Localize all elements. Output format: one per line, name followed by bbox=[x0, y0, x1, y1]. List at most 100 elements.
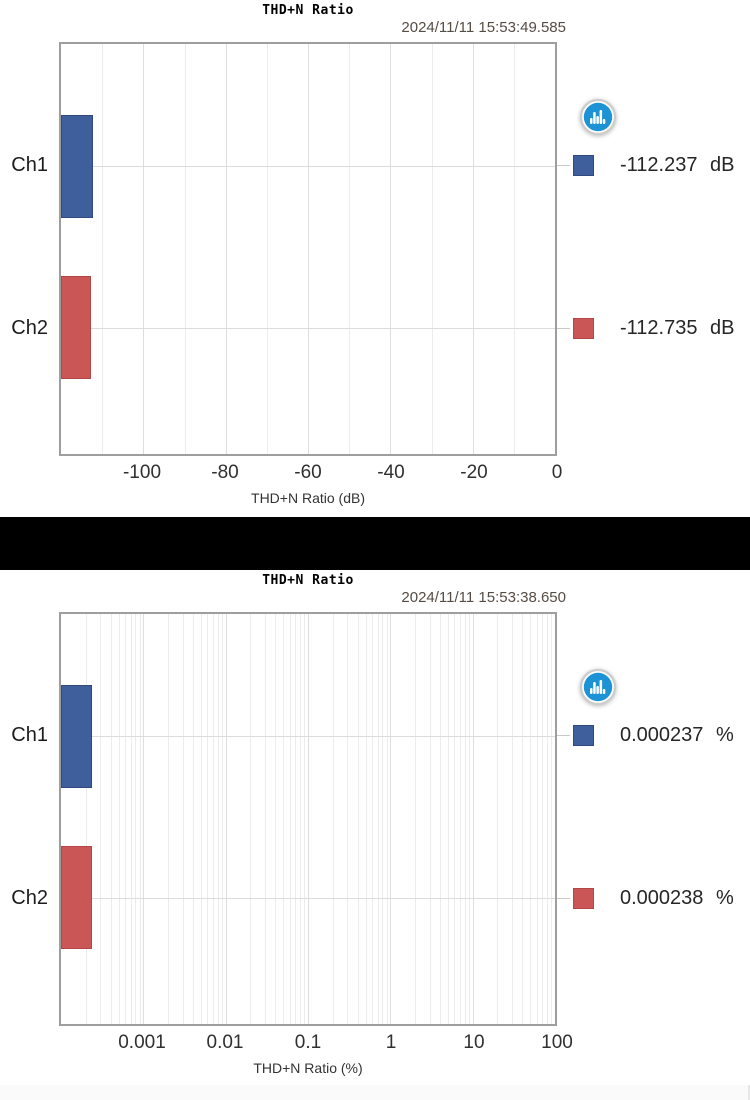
chart-panel-db: THD+N Ratio 2024/11/11 15:53:49.585 -100… bbox=[0, 0, 750, 517]
bar-ch1 bbox=[61, 114, 93, 218]
gridline bbox=[349, 44, 351, 454]
category-tick bbox=[557, 328, 570, 330]
gridline bbox=[135, 614, 137, 1024]
gridline bbox=[472, 614, 474, 1024]
gridline bbox=[459, 614, 461, 1024]
x-tick-label: 0.01 bbox=[206, 1032, 244, 1053]
category-gridline bbox=[61, 327, 555, 329]
gridline bbox=[130, 614, 132, 1024]
separator-band bbox=[0, 517, 750, 570]
gridline bbox=[431, 44, 433, 454]
gridline bbox=[308, 614, 309, 1024]
chart-panel-percent: THD+N Ratio 2024/11/11 15:53:38.650 0.00… bbox=[0, 570, 750, 1087]
analyzer-logo-icon bbox=[579, 98, 617, 136]
category-tick bbox=[557, 735, 570, 737]
x-tick-label: 1 bbox=[385, 1032, 397, 1053]
x-tick-label: -100 bbox=[122, 462, 162, 483]
gridline bbox=[377, 614, 379, 1024]
gridline bbox=[225, 614, 227, 1024]
gridline bbox=[332, 614, 334, 1024]
legend-swatch-ch2 bbox=[573, 318, 594, 340]
category-label-ch2: Ch2 bbox=[11, 317, 48, 340]
x-tick-label: 0.001 bbox=[118, 1032, 166, 1053]
gridline bbox=[542, 614, 544, 1024]
x-axis-ticks: -100 -80 -60 -40 -20 0 bbox=[59, 462, 562, 486]
x-axis-label: THD+N Ratio (dB) bbox=[251, 490, 365, 506]
gridline bbox=[447, 614, 449, 1024]
gridline bbox=[110, 614, 112, 1024]
x-tick-label: -60 bbox=[294, 462, 322, 483]
gridline bbox=[357, 614, 359, 1024]
legend-value-ch1: 0.000237 % bbox=[620, 724, 734, 747]
grid-layer bbox=[61, 614, 555, 1024]
gridline bbox=[221, 614, 223, 1024]
gridline bbox=[192, 614, 194, 1024]
gridline bbox=[275, 614, 277, 1024]
category-gridline bbox=[61, 166, 555, 168]
gridline bbox=[365, 614, 367, 1024]
gridline bbox=[464, 614, 466, 1024]
gridline bbox=[283, 614, 285, 1024]
x-tick-label: -40 bbox=[377, 462, 405, 483]
x-tick-label: -80 bbox=[211, 462, 239, 483]
gridline bbox=[382, 614, 384, 1024]
x-axis-label: THD+N Ratio (%) bbox=[253, 1060, 363, 1076]
gridline bbox=[295, 614, 297, 1024]
gridline bbox=[182, 614, 184, 1024]
x-axis-ticks: 0.001 0.01 0.1 1 10 100 bbox=[59, 1032, 573, 1056]
x-tick-label: 0 bbox=[551, 462, 563, 483]
x-tick-label: -20 bbox=[460, 462, 488, 483]
gridline bbox=[468, 614, 470, 1024]
bars-layer bbox=[61, 44, 555, 454]
legend-swatch-ch2 bbox=[573, 888, 594, 910]
chart-title: THD+N Ratio bbox=[262, 3, 354, 18]
bottom-strip bbox=[0, 1085, 750, 1100]
gridline bbox=[100, 614, 102, 1024]
plot-area bbox=[59, 42, 617, 456]
gridline bbox=[386, 614, 388, 1024]
analyzer-logo-icon bbox=[579, 668, 617, 706]
gridline bbox=[308, 44, 309, 454]
gridline bbox=[139, 614, 141, 1024]
gridline bbox=[168, 614, 170, 1024]
gridline bbox=[530, 614, 532, 1024]
gridline bbox=[300, 614, 302, 1024]
gridline bbox=[212, 614, 214, 1024]
bars-layer bbox=[61, 614, 555, 1024]
legend-value-ch2: 0.000238 % bbox=[620, 887, 734, 910]
gridline bbox=[102, 44, 104, 454]
gridline bbox=[536, 614, 538, 1024]
bar-ch2 bbox=[61, 846, 92, 950]
bar-ch2 bbox=[61, 276, 91, 380]
gridline bbox=[200, 614, 202, 1024]
gridline bbox=[125, 614, 127, 1024]
x-tick-label: 10 bbox=[463, 1032, 485, 1053]
category-tick bbox=[557, 898, 570, 900]
gridline bbox=[497, 614, 499, 1024]
legend-swatch-ch1 bbox=[573, 155, 594, 177]
legend-value-ch1: -112.237 dB bbox=[620, 154, 735, 177]
gridline bbox=[372, 614, 374, 1024]
gridline bbox=[304, 614, 306, 1024]
gridline bbox=[547, 614, 549, 1024]
category-label-ch1: Ch1 bbox=[11, 154, 48, 177]
gridline bbox=[85, 614, 87, 1024]
gridline bbox=[429, 614, 431, 1024]
gridline bbox=[511, 614, 513, 1024]
legend-value-ch2: -112.735 dB bbox=[620, 317, 735, 340]
gridline bbox=[454, 614, 456, 1024]
category-gridline bbox=[61, 897, 555, 899]
category-label-ch1: Ch1 bbox=[11, 724, 48, 747]
timestamp: 2024/11/11 15:53:49.585 bbox=[401, 19, 566, 36]
gridline bbox=[522, 614, 524, 1024]
gridline bbox=[217, 614, 219, 1024]
category-gridline bbox=[61, 736, 555, 738]
gridline bbox=[207, 614, 209, 1024]
x-tick-label: 0.1 bbox=[294, 1032, 322, 1053]
category-label-ch2: Ch2 bbox=[11, 887, 48, 910]
gridline bbox=[347, 614, 349, 1024]
x-tick-label: 100 bbox=[541, 1032, 573, 1053]
gridline bbox=[250, 614, 252, 1024]
gridline bbox=[513, 44, 515, 454]
timestamp: 2024/11/11 15:53:38.650 bbox=[401, 589, 566, 606]
